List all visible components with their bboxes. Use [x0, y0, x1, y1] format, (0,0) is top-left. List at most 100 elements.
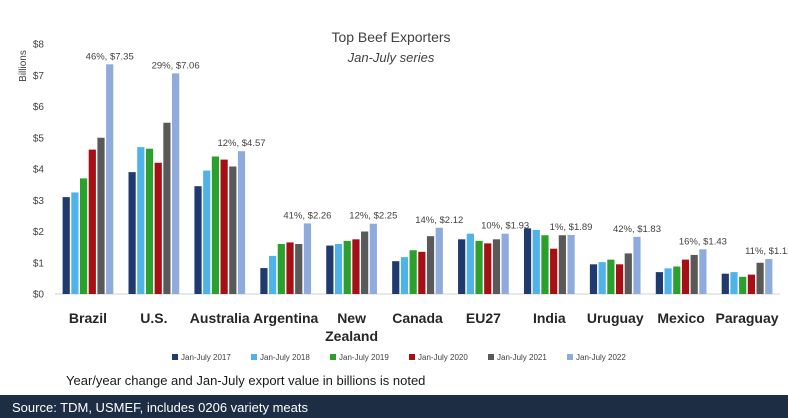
bar [128, 172, 136, 294]
bar [211, 156, 220, 294]
bar [352, 239, 360, 294]
legend-label: Jan-July 2021 [497, 353, 547, 362]
bar [326, 245, 334, 294]
category-label: Canada [392, 310, 443, 326]
bar [567, 234, 575, 294]
chart: Top Beef Exporters Jan-July series Billi… [18, 29, 788, 362]
bar [607, 259, 615, 294]
bar [229, 166, 237, 294]
bar [62, 197, 70, 294]
chart-subtitle: Jan-July series [347, 50, 435, 65]
y-tick-label: $1 [33, 258, 45, 269]
bar [681, 259, 690, 294]
bar [400, 257, 409, 294]
bar [106, 64, 114, 294]
bar [88, 149, 96, 294]
bar [194, 186, 202, 294]
bar [655, 272, 663, 294]
category-label: Australia [190, 310, 250, 326]
bar [260, 268, 268, 294]
bars [62, 64, 773, 294]
legend-label: Jan-July 2018 [260, 353, 310, 362]
bar [426, 236, 435, 294]
bar [598, 262, 606, 294]
bar [71, 192, 79, 294]
data-label: 16%, $1.43 [679, 236, 727, 247]
bar [699, 249, 707, 294]
bar [303, 223, 312, 294]
bar [286, 242, 294, 294]
category-label: Argentina [253, 310, 319, 326]
data-label: 42%, $1.83 [613, 224, 661, 235]
bar [633, 236, 641, 294]
source-footer: Source: TDM, USMEF, includes 0206 variet… [0, 395, 788, 418]
bar [237, 151, 246, 294]
bar [203, 170, 211, 294]
bar [172, 73, 180, 294]
legend-swatch [488, 354, 494, 360]
y-tick-label: $4 [33, 165, 45, 176]
bar [484, 243, 492, 294]
bar [343, 240, 351, 294]
bar [435, 227, 443, 294]
category-label: Brazil [69, 310, 107, 326]
bar [409, 250, 417, 294]
bar [673, 266, 681, 294]
y-tick-label: $2 [33, 227, 45, 238]
bar [475, 240, 483, 294]
bar [295, 244, 303, 294]
bar [163, 122, 171, 294]
bar [220, 159, 228, 294]
data-label: 10%, $1.93 [481, 221, 529, 232]
data-label: 1%, $1.89 [550, 222, 593, 233]
category-label: Mexico [657, 310, 704, 326]
bar [369, 223, 377, 294]
y-tick-label: $7 [33, 71, 45, 82]
category-label: U.S. [140, 310, 167, 326]
y-tick-label: $3 [33, 196, 45, 207]
category-label: New [337, 310, 366, 326]
bar [137, 147, 145, 294]
bar [277, 244, 285, 294]
bar [550, 248, 558, 294]
category-label: EU27 [466, 310, 501, 326]
legend-label: Jan-July 2017 [181, 353, 231, 362]
y-tick-label: $5 [33, 133, 45, 144]
bar [334, 244, 343, 294]
bar [739, 276, 747, 294]
legend-label: Jan-July 2022 [576, 353, 626, 362]
bar [269, 255, 277, 294]
bar [361, 231, 369, 294]
bar [145, 148, 154, 294]
legend-swatch [330, 354, 336, 360]
data-label: 12%, $2.25 [349, 211, 397, 222]
category-label: Uruguay [587, 310, 644, 326]
data-labels: 46%, $7.35 29%, $7.06 12%, $4.57 41%, $2.26… [86, 51, 788, 257]
data-label: 12%, $4.57 [217, 138, 265, 149]
bar [523, 228, 532, 294]
y-tick-label: $0 [33, 290, 45, 301]
data-label: 14%, $2.12 [415, 215, 463, 226]
bar [154, 162, 162, 294]
bar [690, 254, 698, 294]
y-axis-label: Billions [18, 50, 29, 82]
bar [458, 239, 466, 294]
bar [558, 235, 566, 294]
bar [532, 229, 540, 294]
legend-swatch [251, 354, 257, 360]
data-label: 46%, $7.35 [86, 51, 134, 62]
source-text: Source: TDM, USMEF, includes 0206 variet… [12, 400, 308, 415]
legend-swatch [172, 354, 178, 360]
category-label: India [533, 310, 566, 326]
y-tick-label: $8 [33, 40, 45, 51]
bar [418, 251, 426, 294]
y-axis: $0 $1 $2 $3 $4 $5 $6 $7 $8 [33, 40, 45, 301]
bar [501, 233, 509, 294]
y-tick-label: $6 [33, 102, 45, 113]
bar [765, 259, 773, 294]
bar [615, 264, 624, 294]
data-label: 29%, $7.06 [152, 60, 200, 71]
legend-swatch [409, 354, 415, 360]
chart-note: Year/year change and Jan-July export val… [66, 373, 426, 388]
legend-label: Jan-July 2019 [339, 353, 389, 362]
